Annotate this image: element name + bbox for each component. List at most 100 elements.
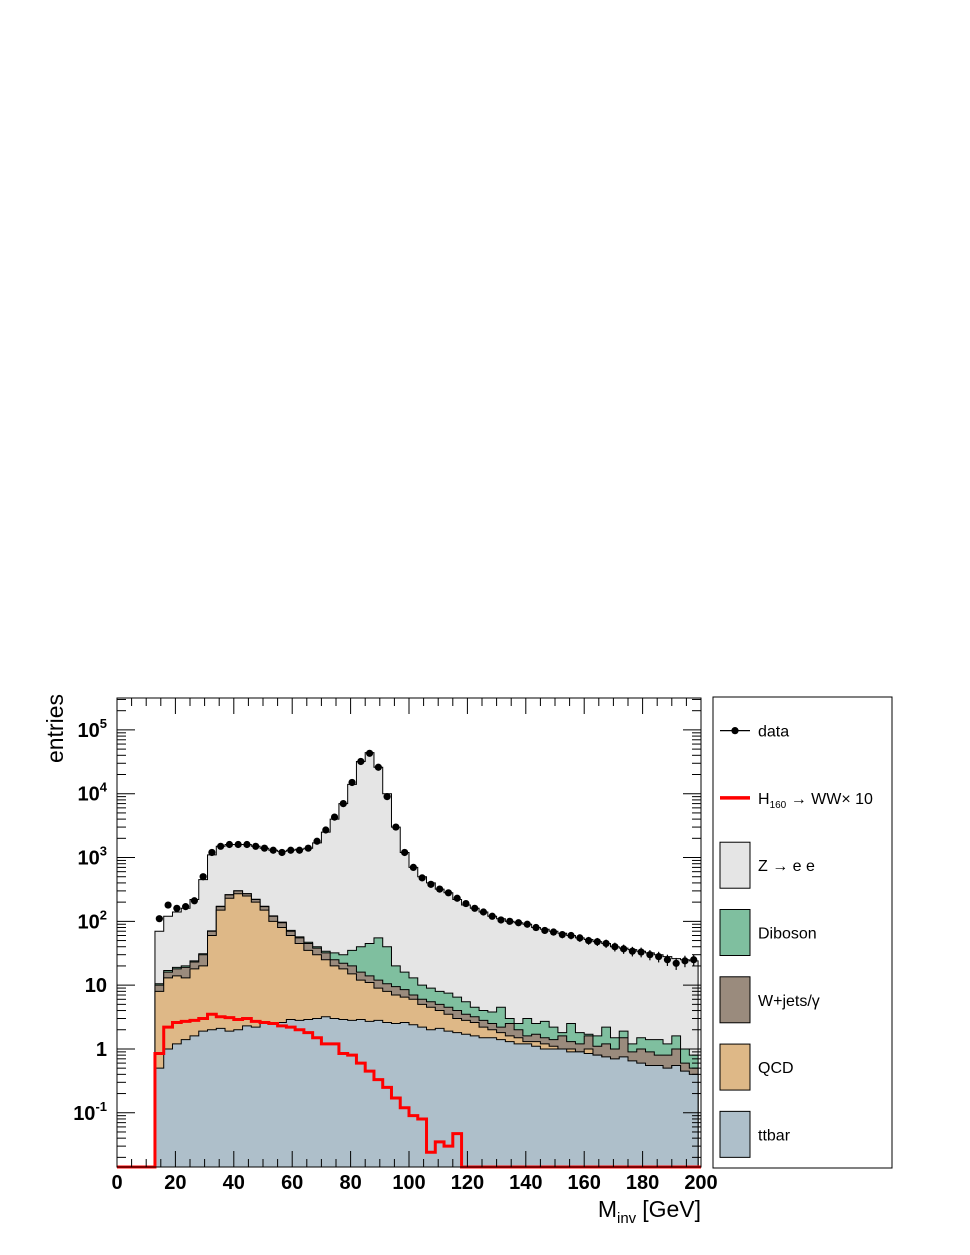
data-point <box>164 901 172 909</box>
legend-entries: data H160 → WW× 10 Z → e e Diboson W+jets/γ Q… <box>719 724 873 1158</box>
y-tick-label: 102 <box>78 907 107 933</box>
data-point <box>488 912 496 920</box>
data-point <box>637 947 645 958</box>
data-point <box>655 951 663 963</box>
data-point <box>392 823 400 831</box>
legend-label: QCD <box>758 1060 794 1077</box>
data-point <box>260 844 269 852</box>
data-point <box>532 923 540 932</box>
data-point <box>497 916 505 924</box>
data-point <box>628 946 636 957</box>
data-point <box>339 799 347 808</box>
data-point <box>357 757 365 766</box>
stack-ttbar <box>154 1016 699 1168</box>
data-point <box>567 931 575 940</box>
data-point <box>690 954 698 966</box>
legend-label: H160 → WW× 10 <box>758 791 873 811</box>
data-point <box>217 842 225 850</box>
data-point <box>295 846 304 854</box>
data-point <box>471 904 479 912</box>
data-point <box>401 848 409 857</box>
x-axis-title-main: M <box>598 1196 617 1222</box>
data-point <box>278 848 286 857</box>
x-tick-label: 100 <box>392 1172 425 1194</box>
y-tick-label: 10 <box>85 975 107 997</box>
data-point <box>663 954 672 966</box>
axis-ticks <box>116 698 702 1167</box>
x-tick-label: 40 <box>223 1172 245 1194</box>
data-point <box>418 874 426 882</box>
x-tick-label: 0 <box>111 1172 122 1194</box>
y-tick-label: 1 <box>96 1039 107 1061</box>
data-point <box>234 840 242 849</box>
legend-entry-ttbar: ttbar <box>719 1110 791 1158</box>
data-point <box>190 897 198 905</box>
data-point <box>602 939 610 948</box>
data-point <box>173 904 181 912</box>
y-tick-label: 10-1 <box>73 1099 107 1125</box>
y-axis-title: entries <box>42 694 68 763</box>
x-tick-label: 60 <box>281 1172 303 1194</box>
y-tick-labels: 10-1 1 10 102 103 104 105 <box>73 716 108 1125</box>
data-point <box>155 915 163 923</box>
data-point <box>620 944 628 954</box>
x-tick-label: 120 <box>451 1172 484 1194</box>
data-point <box>243 840 251 849</box>
data-point <box>427 880 435 888</box>
data-point <box>199 873 207 881</box>
x-tick-label: 80 <box>339 1172 361 1194</box>
x-axis-title-unit: [GeV] <box>642 1196 701 1222</box>
data-point <box>646 950 654 961</box>
data-point <box>611 942 619 952</box>
data-point <box>593 937 601 946</box>
legend-label: data <box>758 724 789 741</box>
legend: data H160 → WW× 10 Z → e e Diboson W+jets/γ Q… <box>712 696 893 1169</box>
data-point <box>269 846 277 854</box>
data-point <box>584 936 593 945</box>
data-point <box>506 917 514 925</box>
data-point <box>444 889 453 897</box>
data-point <box>374 763 382 771</box>
x-tick-labels: 0 20 40 60 80 100 120 140 160 180 200 <box>111 1172 717 1194</box>
x-tick-label: 20 <box>164 1172 186 1194</box>
x-tick-label: 180 <box>626 1172 659 1194</box>
legend-label: Diboson <box>758 926 817 943</box>
data-points <box>155 749 698 970</box>
legend-entry-qcd: QCD <box>719 1043 794 1091</box>
legend-label: ttbar <box>758 1127 791 1144</box>
data-point <box>252 842 260 850</box>
data-point <box>541 926 549 935</box>
data-point <box>549 928 558 936</box>
data-point <box>409 863 417 872</box>
data-point <box>514 919 523 927</box>
data-point <box>313 837 321 845</box>
data-point <box>383 793 391 801</box>
x-tick-label: 140 <box>509 1172 542 1194</box>
x-tick-label: 200 <box>684 1172 717 1194</box>
x-axis-title-sub: inv <box>617 1210 637 1227</box>
legend-entry-z: Z → e e <box>719 841 815 889</box>
data-point <box>436 885 444 893</box>
data-point <box>182 903 190 911</box>
data-point <box>453 894 461 902</box>
y-tick-label: 103 <box>78 844 107 870</box>
y-tick-label: 105 <box>78 716 107 742</box>
x-axis-title: Minv [GeV] <box>598 1196 701 1227</box>
data-point <box>365 749 374 757</box>
data-point <box>558 930 566 939</box>
data-point <box>208 848 216 857</box>
legend-entry-diboson: Diboson <box>719 909 817 956</box>
legend-label: Z → e e <box>758 858 815 875</box>
data-point <box>322 826 330 834</box>
data-point <box>225 840 234 849</box>
data-point <box>523 920 531 928</box>
data-point <box>348 778 356 787</box>
data-point <box>681 955 689 968</box>
legend-entry-data: data <box>720 724 789 741</box>
data-point <box>576 934 584 942</box>
data-point <box>672 957 680 970</box>
plot-area <box>117 749 701 1169</box>
data-point <box>330 813 339 821</box>
data-point <box>304 844 312 852</box>
